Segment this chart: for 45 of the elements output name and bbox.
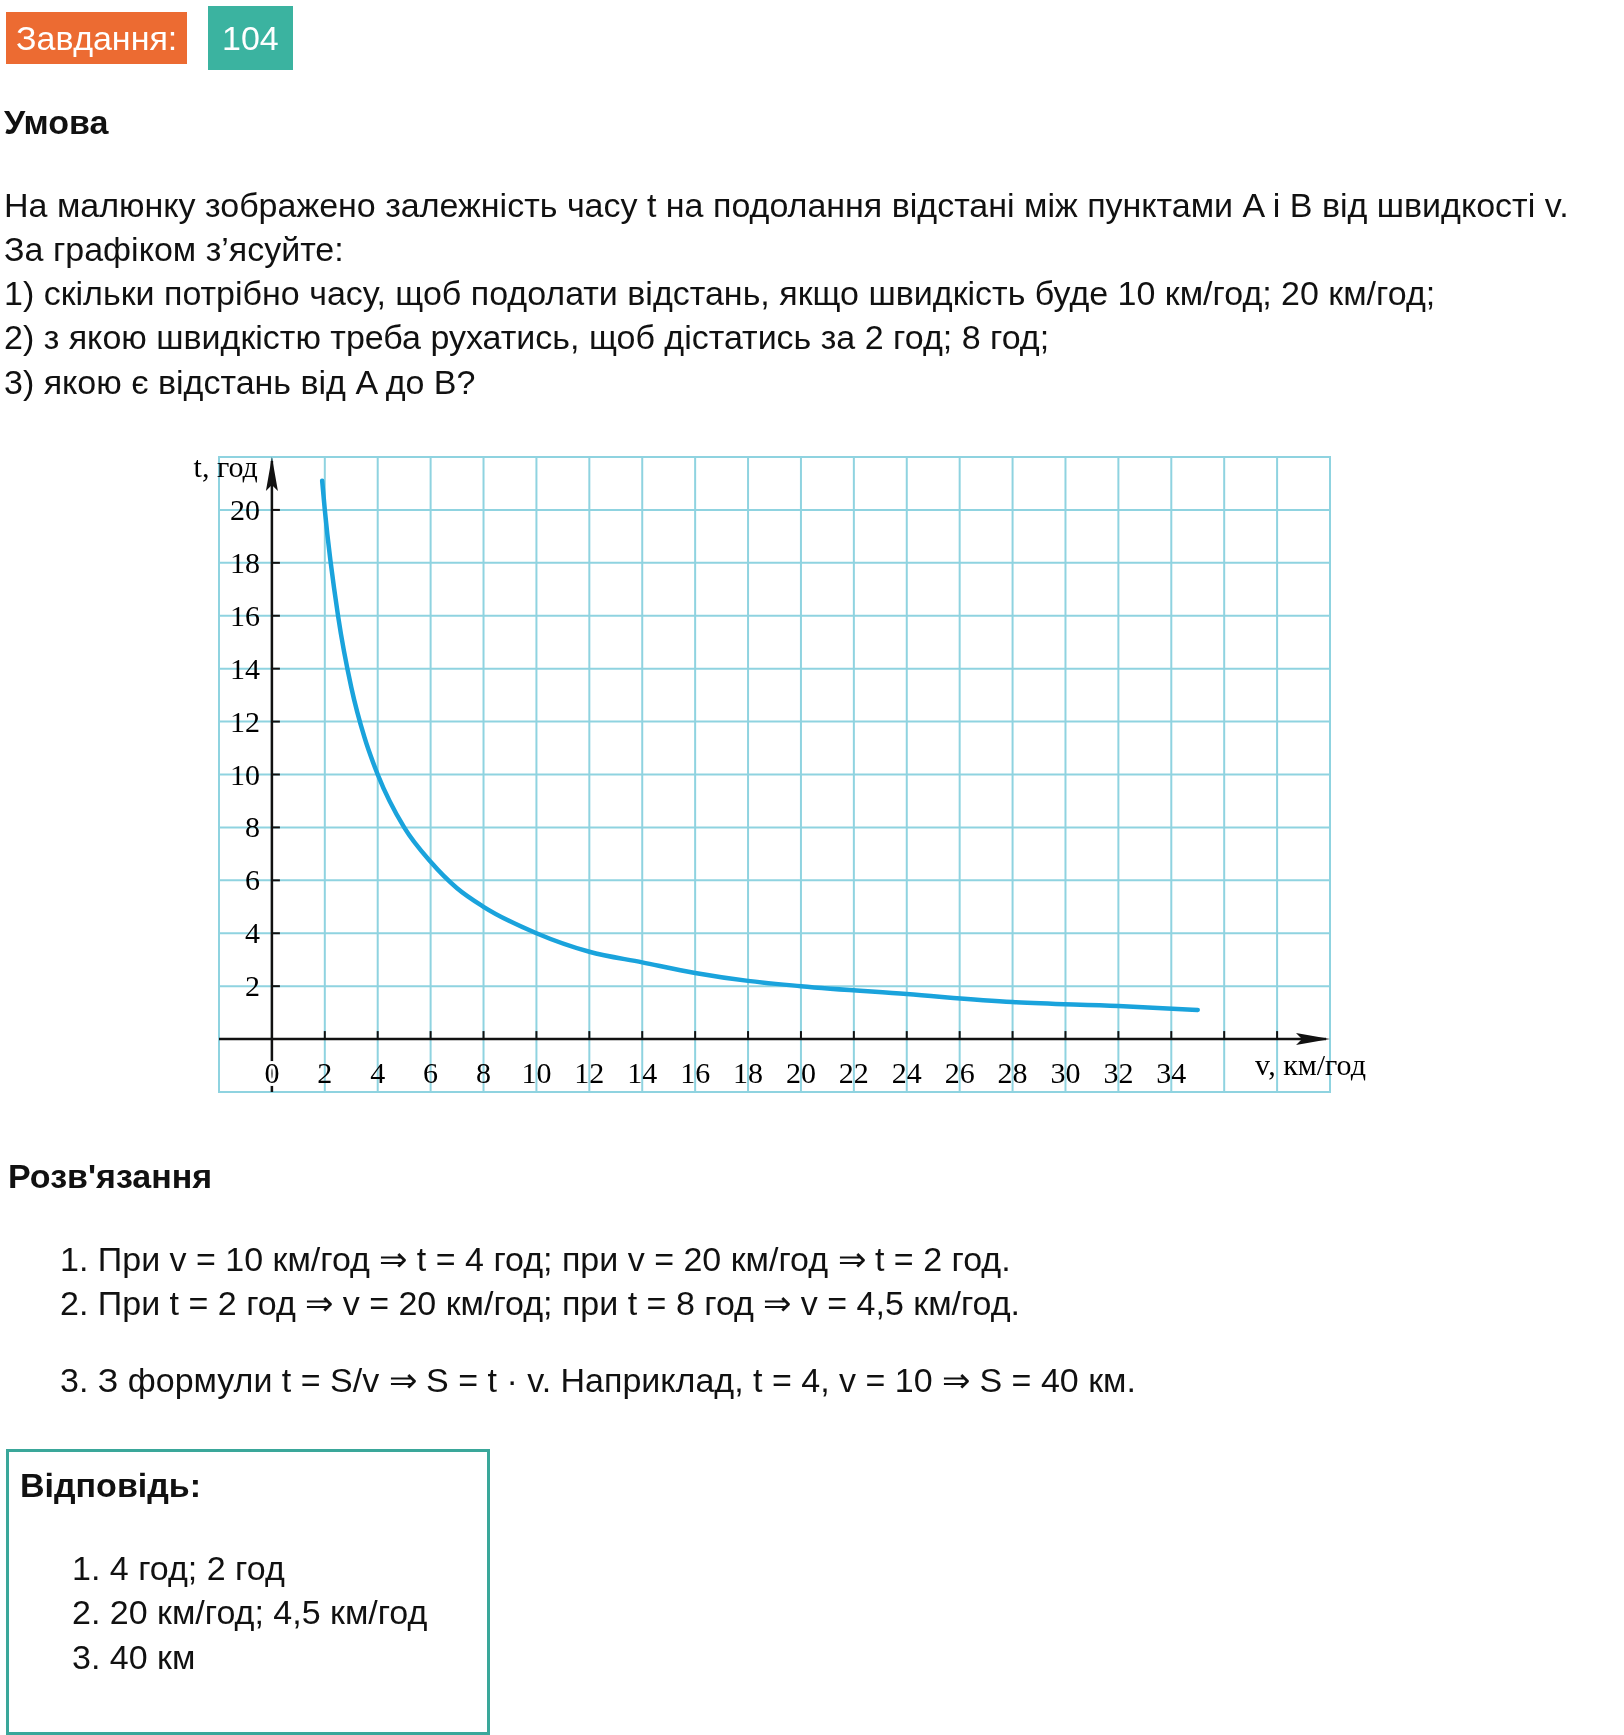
- x-tick-label: 14: [627, 1056, 658, 1090]
- y-tick-label: 6: [244, 863, 260, 897]
- text: 104: [208, 6, 293, 70]
- y-tick-label: 18: [229, 545, 260, 579]
- text: 1. При v = 10 км/год ⇒ t = 4 год; при v = 20 км/год ⇒ t = 2 год.: [60, 1239, 1011, 1280]
- x-tick-label: 8: [476, 1056, 492, 1090]
- text: 3) якою є відстань від A до B?: [4, 362, 476, 403]
- text: Умова: [4, 102, 109, 143]
- x-tick-label: 10: [521, 1056, 552, 1090]
- x-tick-label: 12: [574, 1056, 605, 1090]
- x-tick-label: 22: [838, 1056, 869, 1090]
- text: Відповідь:: [20, 1465, 202, 1506]
- x-axis-title: v, км/год: [1255, 1048, 1366, 1082]
- x-tick-label: 34: [1156, 1056, 1187, 1090]
- y-tick-label: 20: [229, 492, 260, 526]
- text: 1) скільки потрібно часу, щоб подолати відстань, якщо швидкість буде 10 км/год; 20 км/год;: [4, 273, 1437, 314]
- y-tick-label: 12: [229, 704, 260, 738]
- x-tick-label: 4: [370, 1056, 386, 1090]
- y-tick-label: 16: [229, 598, 260, 632]
- text: 2) з якою швидкістю треба рухатись, щоб дістатись за 2 год; 8 год;: [4, 317, 1050, 358]
- text: 1. 4 год; 2 год: [72, 1548, 285, 1589]
- x-tick-label: 2: [317, 1056, 333, 1090]
- text: 3. З формули t = S/v ⇒ S = t · v. Наприклад, t = 4, v = 10 ⇒ S = 40 км.: [60, 1360, 1136, 1401]
- x-tick-label: 30: [1050, 1056, 1081, 1090]
- line-series: [319, 478, 1200, 1013]
- y-tick-label: 2: [244, 969, 260, 1003]
- text: 2. 20 км/год; 4,5 км/год: [72, 1592, 428, 1633]
- y-tick-label: 4: [244, 916, 260, 950]
- x-tick-label: 6: [423, 1056, 439, 1090]
- y-axis-title: t, год: [193, 450, 258, 483]
- x-tick-label: 16: [680, 1056, 711, 1090]
- x-tick-label: 32: [1103, 1056, 1134, 1090]
- x-tick-label: 26: [944, 1056, 975, 1090]
- text: Завдання:: [6, 12, 188, 64]
- x-tick-label: 24: [891, 1056, 922, 1090]
- text: 3. 40 км: [72, 1637, 196, 1678]
- y-tick-label: 10: [229, 757, 260, 791]
- x-tick-label: 28: [997, 1056, 1028, 1090]
- x-tick-label: 18: [733, 1056, 764, 1090]
- y-tick-label: 8: [244, 810, 260, 844]
- y-tick-label: 14: [229, 651, 260, 685]
- text: На малюнку зображено залежність часу t на подолання відстані між пунктами A і B від швидкості v. За графіком з’ясуйте:: [4, 185, 1570, 270]
- text: 2. При t = 2 год ⇒ v = 20 км/год; при t = 8 год ⇒ v = 4,5 км/год.: [60, 1283, 1021, 1324]
- text: Розв'язання: [8, 1156, 213, 1197]
- x-tick-label: 20: [785, 1056, 816, 1090]
